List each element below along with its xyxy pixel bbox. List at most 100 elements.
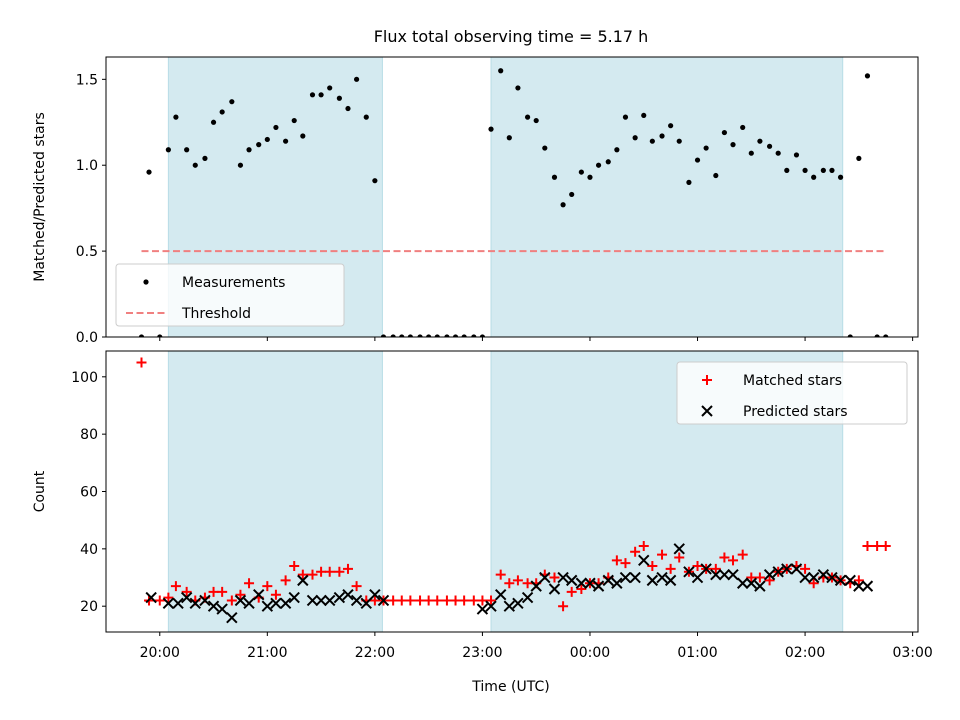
matched-stars-point [324, 566, 335, 577]
measurements-point [336, 95, 342, 101]
measurements-point [202, 155, 208, 161]
axes-frame [105, 56, 919, 338]
measurements-point [219, 109, 225, 115]
matched-stars-point [638, 540, 649, 551]
measurements-point [291, 117, 297, 124]
matched-stars-point [388, 595, 399, 606]
legend-matched-stars-swatch [702, 375, 712, 385]
legend-label: Predicted stars [743, 404, 848, 420]
predicted-stars-point [216, 603, 228, 615]
measurements-point [560, 202, 566, 208]
matched-stars-point [495, 569, 506, 580]
predicted-stars-point [557, 571, 569, 584]
predicted-stars-point [369, 589, 381, 601]
measurements-point [390, 334, 396, 337]
x-axis-label: Time (UTC) [471, 679, 549, 695]
matched-stars-point [486, 595, 497, 606]
matched-stars-point [262, 581, 273, 592]
predicted-stars-point [736, 577, 749, 589]
y-tick-label: 60 [80, 485, 98, 501]
y-tick-label: 1.5 [76, 72, 98, 88]
measurements-point [569, 191, 575, 198]
matched-stars-point [620, 558, 631, 569]
measurements-point [165, 147, 171, 153]
shaded-interval [167, 350, 383, 633]
matched-stars-point [415, 595, 426, 606]
matched-stars-point [630, 546, 641, 557]
matched-stars-point [334, 566, 345, 577]
measurements-point [766, 143, 773, 149]
matched-stars-point [217, 586, 228, 597]
predicted-stars-point [727, 568, 739, 581]
measurements-point [748, 150, 754, 156]
predicted-stars-point [539, 571, 551, 584]
predicted-stars-point [180, 591, 193, 604]
measurements-point [837, 174, 844, 180]
predicted-stars-point [656, 571, 668, 584]
measurements-point [721, 129, 728, 136]
measurements-point [730, 142, 736, 148]
measurements-point [542, 145, 548, 151]
predicted-stars-point [548, 583, 561, 595]
measurements-point [138, 334, 145, 337]
count-panel: 20 40 60 80 100 20:00 21:00 22:00 23:00 00:00 01:0… [32, 350, 933, 661]
predicted-stars-point [683, 566, 695, 578]
predicted-stars-point [279, 597, 292, 610]
matched-stars-point [441, 595, 452, 606]
measurements-point [614, 147, 620, 153]
matched-stars-point [369, 595, 380, 606]
legend: Measurements Threshold [115, 263, 345, 327]
matched-stars-point [170, 581, 181, 592]
predicted-stars-point [315, 594, 327, 607]
legend-measurements-swatch [143, 279, 149, 285]
predicted-stars-point [297, 574, 309, 587]
shaded-interval [490, 56, 844, 338]
matched-stars-point [459, 595, 470, 606]
matched-stars-point [719, 552, 730, 563]
measurements-point [461, 334, 467, 337]
predicted-stars-point [710, 568, 722, 581]
measurements-point [847, 334, 853, 337]
matched-stars-point [512, 575, 523, 586]
matched-stars-point [235, 589, 246, 600]
predicted-stars-point [207, 600, 220, 612]
x-tick-label: 21:00 [247, 645, 287, 661]
chart-title: Flux total observing time = 5.17 h [374, 27, 649, 46]
measurements-point [659, 133, 665, 139]
predicted-stars-point [342, 589, 354, 601]
plot-area [136, 357, 891, 624]
measurements-point [246, 147, 252, 153]
measurements-point [605, 159, 611, 165]
predicted-stars-point [145, 591, 157, 604]
predicted-stars-point [476, 603, 489, 615]
x-tick-label: 22:00 [355, 645, 395, 661]
measurements-point [686, 179, 692, 185]
measurements-point [327, 85, 333, 91]
measurements-point [300, 133, 306, 139]
measurements-point [864, 73, 871, 79]
measurements-point [498, 68, 504, 74]
y-tick-label: 0.0 [76, 330, 98, 346]
predicted-stars-point [799, 571, 811, 584]
measurements-point [264, 136, 270, 143]
matched-stars-point [226, 595, 237, 606]
x-tick-label: 00:00 [570, 645, 610, 661]
measurements-point [309, 92, 316, 98]
matched-stars-point [163, 592, 174, 603]
predicted-stars-point [333, 591, 346, 604]
matched-stars-point [647, 561, 658, 572]
measurements-point [632, 135, 638, 141]
matched-stars-point [566, 586, 577, 597]
predicted-stars-point [503, 600, 516, 612]
measurements-point [829, 167, 835, 173]
predicted-stars-point [673, 543, 685, 555]
measurements-point [353, 76, 360, 82]
measurements-point [524, 114, 531, 120]
predicted-stars-point [834, 574, 847, 587]
measurements-point [676, 138, 682, 144]
matched-stars-point [728, 555, 739, 566]
measurements-point [146, 169, 152, 175]
matched-stars-point [351, 581, 362, 592]
measurements-point [363, 114, 369, 120]
predicted-stars-point [584, 577, 596, 589]
